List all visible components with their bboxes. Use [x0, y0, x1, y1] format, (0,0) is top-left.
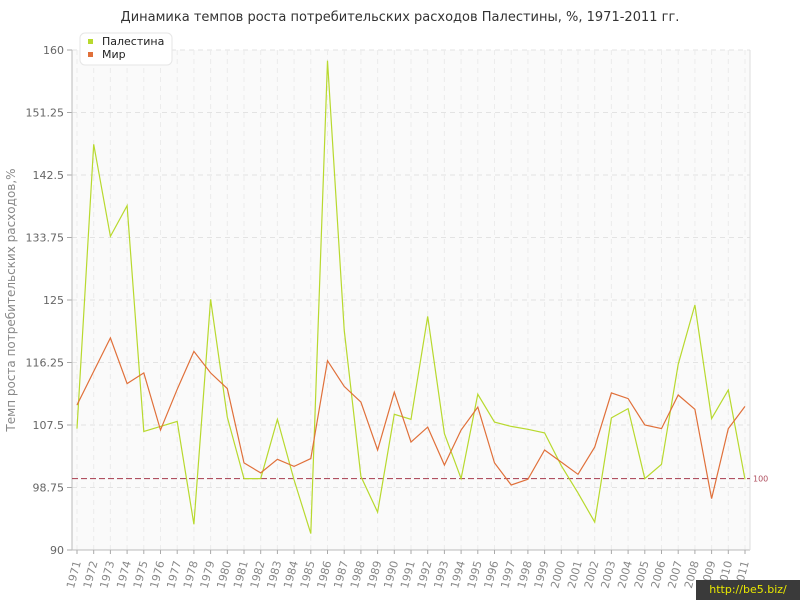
legend-swatch — [88, 39, 93, 44]
x-tick-labels: 1971197219731974197519761977197819791980… — [64, 550, 752, 590]
legend-box — [79, 32, 173, 66]
reference-line-label: 100 — [753, 475, 768, 484]
y-tick-label: 116.25 — [26, 357, 65, 370]
y-tick-label: 125 — [43, 294, 64, 307]
y-tick-label: 160 — [43, 44, 64, 57]
y-tick-label: 133.75 — [26, 232, 65, 245]
y-tick-label: 142.5 — [33, 169, 65, 182]
y-axis-label: Темп роста потребительских расходов,% — [4, 168, 18, 432]
reference-line: 100 — [72, 475, 768, 484]
chart-title: Динамика темпов роста потребительских ра… — [120, 10, 680, 25]
series-line-palestine — [76, 60, 746, 534]
y-tick-label: 151.25 — [26, 107, 65, 120]
y-tick-label: 98.75 — [33, 482, 65, 495]
y-tick-label: 90 — [50, 544, 64, 557]
y-tick-label: 107.5 — [33, 419, 65, 432]
legend-label: Мир — [102, 48, 126, 61]
series-line-world — [76, 336, 746, 499]
grid — [67, 49, 750, 551]
y-tick-labels: 90 98.75 107.5 116.25 125 133.75 142.5 151.25 16… — [26, 44, 65, 557]
series-lines — [76, 60, 746, 534]
watermark-link[interactable]: http://be5.biz/ — [696, 580, 800, 600]
legend-label: Палестина — [102, 35, 164, 48]
legend-swatch — [88, 52, 93, 57]
